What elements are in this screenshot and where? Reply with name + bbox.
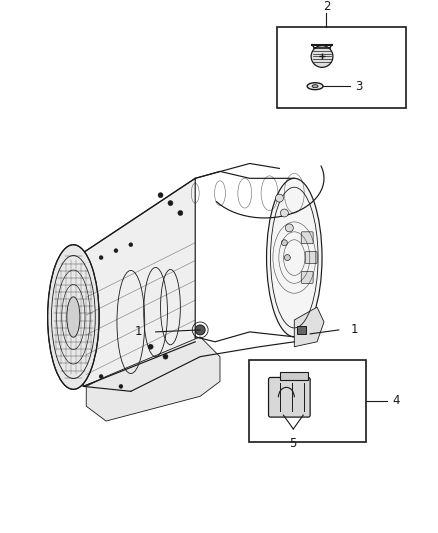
FancyBboxPatch shape	[301, 271, 313, 284]
Circle shape	[119, 384, 123, 389]
Polygon shape	[83, 179, 195, 386]
Circle shape	[168, 200, 173, 206]
FancyBboxPatch shape	[301, 232, 313, 244]
Circle shape	[311, 46, 333, 67]
Bar	[280, 372, 308, 381]
Polygon shape	[294, 307, 324, 347]
Circle shape	[280, 209, 288, 217]
FancyBboxPatch shape	[305, 252, 317, 263]
Ellipse shape	[267, 179, 322, 337]
FancyBboxPatch shape	[268, 377, 310, 417]
Text: 5: 5	[290, 437, 297, 450]
Circle shape	[163, 354, 168, 359]
Ellipse shape	[307, 83, 323, 90]
Ellipse shape	[48, 245, 99, 389]
Ellipse shape	[67, 297, 80, 337]
Bar	[249, 360, 366, 442]
Bar	[297, 326, 306, 334]
Polygon shape	[86, 337, 220, 421]
Circle shape	[284, 255, 290, 261]
Text: 3: 3	[355, 80, 362, 93]
Circle shape	[114, 249, 118, 253]
Circle shape	[148, 344, 153, 349]
Circle shape	[281, 240, 287, 246]
Circle shape	[99, 375, 103, 378]
Circle shape	[129, 243, 133, 247]
Circle shape	[158, 193, 163, 198]
Text: 2: 2	[323, 1, 330, 13]
Text: 4: 4	[392, 394, 400, 407]
Circle shape	[178, 211, 183, 215]
Text: 1: 1	[135, 325, 142, 338]
Circle shape	[276, 194, 283, 202]
Bar	[277, 27, 406, 108]
Text: 1: 1	[351, 324, 358, 336]
Circle shape	[99, 256, 103, 260]
Ellipse shape	[312, 85, 318, 88]
Circle shape	[286, 224, 293, 232]
Circle shape	[195, 325, 205, 335]
